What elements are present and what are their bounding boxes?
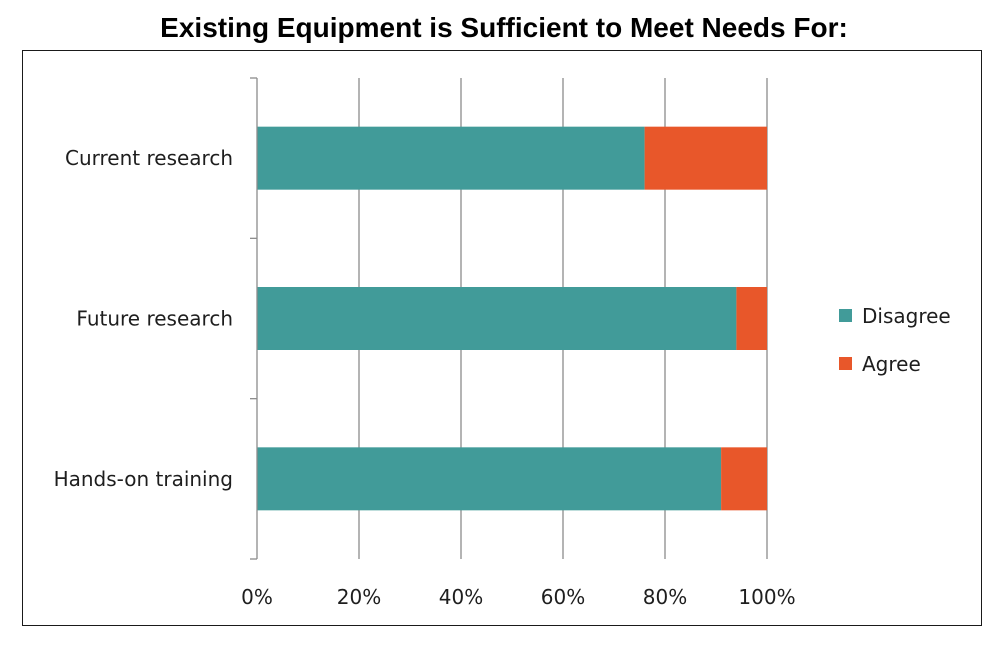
x-tick-label: 0%: [241, 585, 273, 609]
legend: Disagree Agree: [839, 304, 951, 376]
bars: [257, 126, 767, 511]
bar-disagree: [257, 126, 645, 190]
x-tick-label: 60%: [541, 585, 585, 609]
category-label: Current research: [65, 146, 233, 170]
bar-agree: [644, 126, 767, 190]
x-tick-label: 80%: [643, 585, 687, 609]
bar-agree: [736, 287, 767, 350]
chart-frame: [22, 50, 982, 626]
category-label: Future research: [76, 307, 233, 331]
bar-agree: [721, 447, 767, 511]
x-tick-label: 100%: [738, 585, 795, 609]
bar-disagree: [257, 287, 737, 350]
chart-title: Existing Equipment is Sufficient to Meet…: [160, 12, 848, 43]
bar-disagree: [257, 447, 722, 511]
legend-label-disagree: Disagree: [862, 304, 951, 328]
legend-swatch-disagree: [839, 309, 852, 322]
category-label: Hands-on training: [54, 467, 233, 491]
axes: [250, 77, 258, 560]
labels: 0% 20% 40% 60% 80% 100% Current research Future…: [54, 146, 796, 609]
x-tick-label: 20%: [337, 585, 381, 609]
legend-swatch-agree: [839, 357, 852, 370]
x-tick-label: 40%: [439, 585, 483, 609]
legend-label-agree: Agree: [862, 352, 921, 376]
